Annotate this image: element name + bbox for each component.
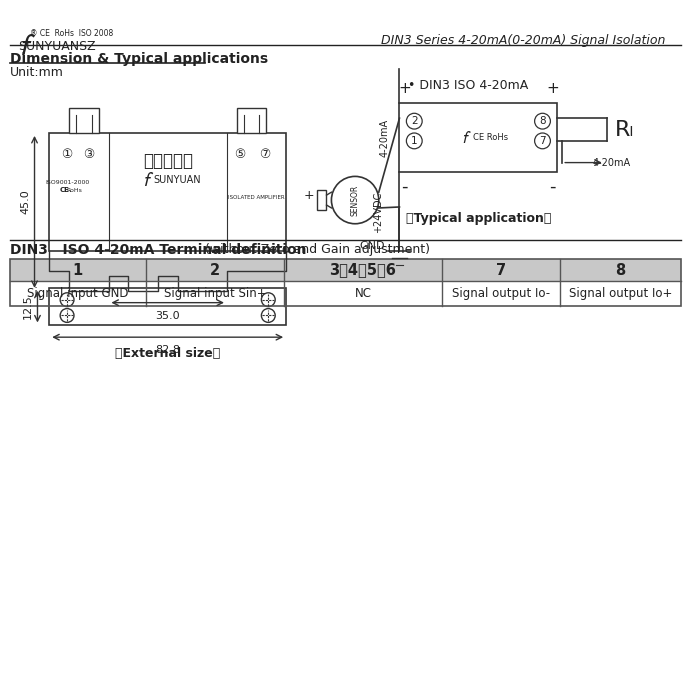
Text: ⑤: ⑤ [234,148,245,161]
Circle shape [261,293,275,307]
Bar [237,108,266,133]
Text: +: + [303,188,314,202]
Text: 8: 8 [539,116,546,126]
Bar [284,259,442,281]
Text: DIN3 Series 4-20mA(0-20mA) Signal Isolation: DIN3 Series 4-20mA(0-20mA) Signal Isolat… [381,34,665,48]
Text: -: - [549,177,556,195]
Text: +: + [546,80,559,95]
Bar [69,108,99,133]
Text: ISO9001-2000: ISO9001-2000 [45,180,89,185]
Text: $\mathcal{f}$: $\mathcal{f}$ [461,129,472,147]
Text: 8: 8 [615,262,626,278]
Bar [10,259,146,281]
Text: SUNYUAN: SUNYUAN [154,175,202,186]
Text: Dimension & Typical applications: Dimension & Typical applications [10,52,268,66]
Text: 7: 7 [539,136,546,146]
Text: Signal output Io+: Signal output Io+ [568,287,672,300]
Text: 1: 1 [73,262,83,278]
Text: （Typical application）: （Typical application） [406,212,551,225]
Text: ③: ③ [83,148,94,161]
Text: (without Zero and Gain adjustment): (without Zero and Gain adjustment) [201,244,430,256]
Circle shape [407,113,422,129]
Circle shape [331,176,379,224]
Circle shape [535,113,550,129]
Text: 82.8: 82.8 [155,345,180,355]
Text: SENSOR: SENSOR [351,184,360,216]
Bar [10,259,680,306]
Bar [560,259,680,281]
Text: 4-20mA: 4-20mA [379,119,390,157]
Text: CE RoHs: CE RoHs [473,134,508,142]
Circle shape [261,309,275,323]
Text: （无源型）: （无源型） [143,152,192,169]
Text: 4-20mA: 4-20mA [592,158,631,167]
Text: Rₗ: Rₗ [615,120,634,139]
Text: 1: 1 [411,136,418,146]
Bar [49,133,286,251]
Circle shape [407,133,422,149]
Text: 45.0: 45.0 [20,190,31,214]
Text: • DIN3 ISO 4-20mA: • DIN3 ISO 4-20mA [408,78,528,92]
Text: NC: NC [354,287,372,300]
Bar [49,288,286,326]
Circle shape [60,309,74,323]
Text: 3，4，5，6: 3，4，5，6 [330,262,396,278]
Text: RoHs: RoHs [66,188,82,193]
Text: ISOLATED AMPLIFIER: ISOLATED AMPLIFIER [228,195,285,200]
Bar [442,259,560,281]
Text: $\mathcal{f}$: $\mathcal{f}$ [18,32,36,62]
Text: 2: 2 [210,262,220,278]
Text: SUNYUANSZ: SUNYUANSZ [18,41,95,53]
Text: 2: 2 [411,116,418,126]
Text: CE: CE [60,187,69,193]
Text: DIN3   ISO 4-20mA Terminal definition: DIN3 ISO 4-20mA Terminal definition [10,244,307,258]
Bar [400,104,557,172]
Text: Signal input GND: Signal input GND [27,287,129,300]
Text: 12.5: 12.5 [22,294,33,319]
Text: +24VDC: +24VDC [373,191,383,232]
Text: Signal input Sin+: Signal input Sin+ [164,287,266,300]
Text: $\mathcal{f}$: $\mathcal{f}$ [142,171,154,190]
Text: +: + [398,80,411,95]
Text: GND: GND [359,241,384,251]
Circle shape [535,133,550,149]
Bar [316,190,326,210]
Text: -: - [401,177,407,195]
Text: 35.0: 35.0 [155,311,180,321]
Text: Unit:mm: Unit:mm [10,66,64,79]
Text: ⑦: ⑦ [259,148,270,161]
Text: ①: ① [62,148,73,161]
Text: ® CE  RoHs  ISO 2008: ® CE RoHs ISO 2008 [29,29,113,38]
Text: 7: 7 [496,262,506,278]
Circle shape [60,293,74,307]
Text: （External size）: （External size） [115,347,220,360]
Text: Signal output Io-: Signal output Io- [452,287,550,300]
Bar [146,259,284,281]
